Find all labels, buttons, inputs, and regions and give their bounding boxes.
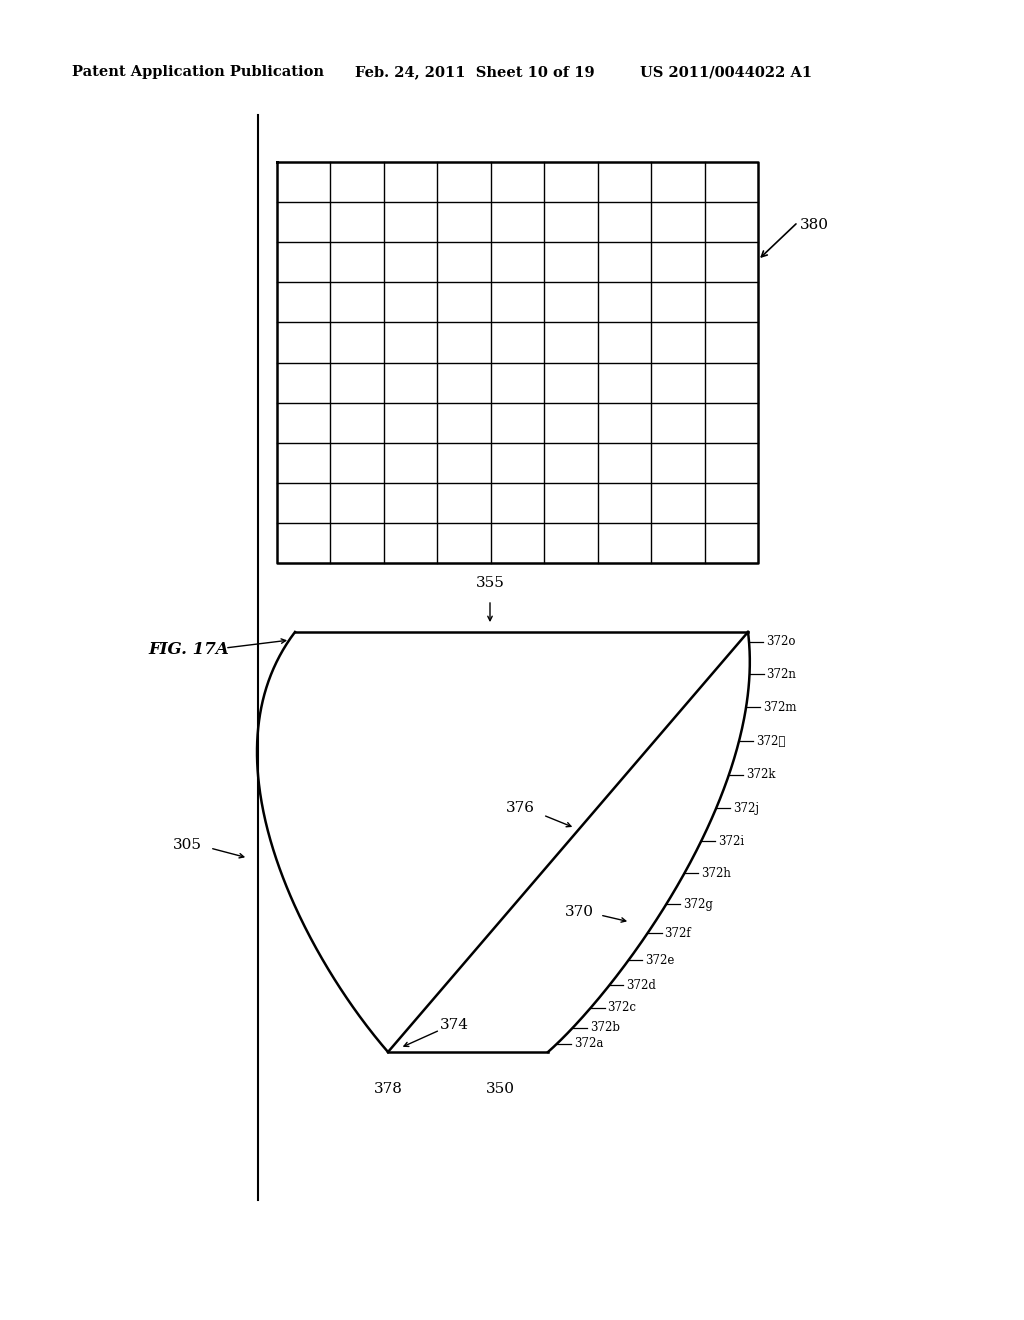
Text: 372i: 372i: [718, 834, 744, 847]
Text: 372a: 372a: [573, 1038, 603, 1051]
Text: 372c: 372c: [607, 1002, 637, 1015]
Text: 380: 380: [800, 218, 829, 232]
Text: 378: 378: [374, 1082, 402, 1096]
Text: US 2011/0044022 A1: US 2011/0044022 A1: [640, 65, 812, 79]
Text: Feb. 24, 2011  Sheet 10 of 19: Feb. 24, 2011 Sheet 10 of 19: [355, 65, 595, 79]
Text: 372j: 372j: [733, 803, 759, 814]
Text: 372e: 372e: [645, 954, 675, 968]
Text: 372o: 372o: [766, 635, 796, 648]
Text: 350: 350: [485, 1082, 514, 1096]
Text: 372h: 372h: [701, 867, 731, 880]
Text: 372f: 372f: [665, 927, 691, 940]
Text: 374: 374: [440, 1018, 469, 1032]
Text: 372k: 372k: [745, 768, 775, 781]
Text: 372g: 372g: [683, 898, 714, 911]
Text: 372m: 372m: [763, 701, 797, 714]
Text: 372b: 372b: [590, 1022, 620, 1034]
Text: FIG. 17A: FIG. 17A: [148, 642, 228, 659]
Text: 372n: 372n: [767, 668, 797, 681]
Text: 372ℓ: 372ℓ: [756, 735, 785, 747]
Text: 305: 305: [173, 838, 202, 851]
Text: 355: 355: [475, 576, 505, 590]
Text: Patent Application Publication: Patent Application Publication: [72, 65, 324, 79]
Text: 372d: 372d: [626, 979, 656, 993]
Text: 376: 376: [506, 801, 535, 814]
Text: 370: 370: [565, 906, 594, 919]
